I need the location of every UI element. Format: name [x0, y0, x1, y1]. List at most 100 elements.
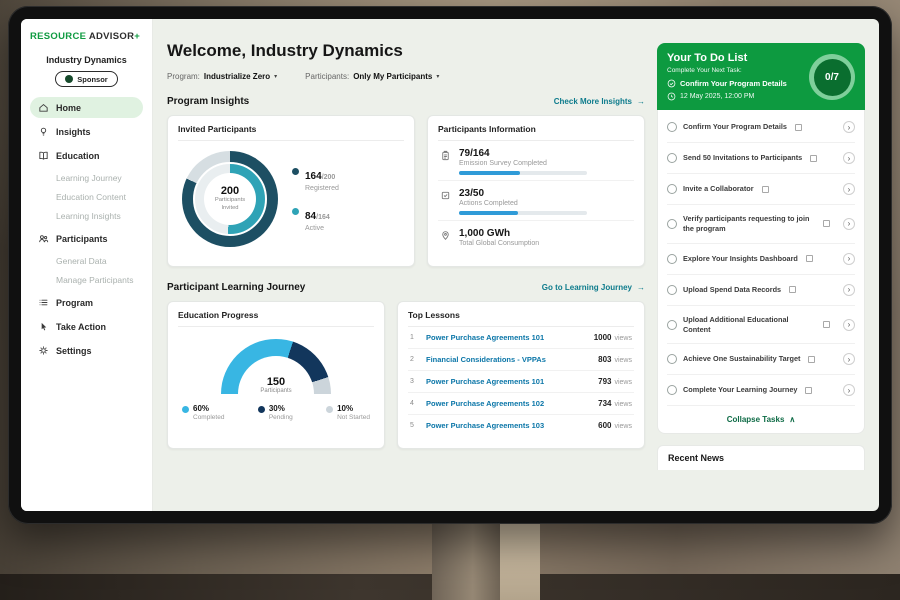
sidebar-item-label: Education	[56, 150, 100, 161]
sidebar-item-insights[interactable]: Insights	[30, 121, 143, 142]
lesson-title-link[interactable]: Power Purchase Agreements 101	[426, 333, 545, 342]
dashboard-screen: RESOURCE ADVISOR+ Industry Dynamics Spon…	[21, 19, 879, 511]
chevron-right-icon[interactable]: ›	[843, 217, 855, 230]
chevron-down-icon: ▾	[436, 74, 440, 80]
learning-journey-header: Participant Learning Journey Go to Learn…	[167, 282, 645, 293]
task-label: Upload Additional Educational Content	[683, 314, 789, 334]
sidebar-item-label: Home	[56, 102, 82, 113]
legend-label: Registered	[305, 185, 339, 192]
gauge-label: Participants	[260, 388, 292, 394]
sidebar-item-manage-participants[interactable]: Manage Participants	[30, 271, 143, 289]
lesson-title-link[interactable]: Power Purchase Agreements 103	[426, 421, 545, 430]
todo-item[interactable]: Upload Additional Educational Content ›	[667, 306, 855, 345]
sidebar-item-general-data[interactable]: General Data	[30, 252, 143, 270]
sidebar-subitem-label: Education Content	[56, 192, 126, 202]
survey-progress-fill	[459, 171, 521, 175]
book-icon	[39, 151, 48, 160]
logo-text-resource: RESOURCE	[30, 31, 87, 42]
education-progress-gauge: 150 Participants	[221, 339, 331, 394]
todo-due-date: 12 May 2025, 12:00 PM	[667, 92, 787, 101]
sponsor-badge[interactable]: Sponsor	[55, 71, 118, 87]
task-checkbox[interactable]	[667, 284, 677, 295]
chevron-right-icon[interactable]: ›	[843, 183, 855, 195]
chevron-right-icon[interactable]: ›	[843, 252, 855, 265]
views-count: 793	[598, 377, 612, 386]
check-more-insights-link[interactable]: Check More Insights →	[554, 97, 645, 106]
lesson-row[interactable]: 4 Power Purchase Agreements 102 734 views	[408, 393, 634, 415]
due-date-label: 12 May 2025, 12:00 PM	[680, 93, 755, 100]
lesson-row[interactable]: 3 Power Purchase Agreements 101 793 views	[408, 371, 634, 393]
chevron-right-icon[interactable]: ›	[843, 152, 855, 164]
program-insights-header: Program Insights Check More Insights →	[167, 96, 645, 107]
task-checkbox[interactable]	[667, 184, 677, 194]
task-checkbox[interactable]	[667, 385, 677, 396]
task-label: Upload Spend Data Records	[683, 284, 782, 294]
sidebar-item-label: Insights	[56, 126, 91, 137]
lesson-title-link[interactable]: Power Purchase Agreements 102	[426, 399, 545, 408]
legend-item-pending: 30% Pending	[257, 404, 293, 421]
task-checkbox[interactable]	[667, 319, 677, 330]
task-checkbox[interactable]	[667, 122, 677, 132]
lesson-title-link[interactable]: Financial Considerations - VPPAs	[426, 355, 546, 364]
task-label: Invite a Collaborator	[683, 184, 754, 194]
next-task-label: Confirm Your Program Details	[680, 79, 787, 88]
todo-item[interactable]: Achieve One Sustainability Target ›	[667, 344, 855, 376]
participants-filter[interactable]: Participants: Only My Participants ▾	[305, 72, 439, 81]
todo-item[interactable]: Complete Your Learning Journey ›	[667, 375, 855, 407]
task-detail-icon	[823, 321, 830, 329]
monitor-bezel: RESOURCE ADVISOR+ Industry Dynamics Spon…	[8, 6, 892, 524]
lesson-title-link[interactable]: Power Purchase Agreements 101	[426, 377, 545, 386]
sidebar-subitem-label: Learning Journey	[56, 173, 122, 183]
insights-cards-row: Invited Participants 200 Participants In…	[167, 115, 645, 267]
recent-news-title: Recent News	[668, 453, 725, 464]
sidebar-item-program[interactable]: Program	[30, 292, 143, 313]
sidebar-item-home[interactable]: Home	[30, 97, 143, 118]
todo-item[interactable]: Confirm Your Program Details ›	[667, 112, 855, 143]
task-label: Send 50 Invitations to Participants	[683, 153, 803, 163]
go-to-learning-journey-link[interactable]: Go to Learning Journey →	[542, 283, 645, 292]
task-checkbox[interactable]	[667, 253, 677, 264]
task-checkbox[interactable]	[667, 354, 677, 365]
chevron-right-icon[interactable]: ›	[843, 121, 855, 133]
sidebar-item-learning-journey[interactable]: Learning Journey	[30, 169, 143, 187]
sidebar-item-learning-insights[interactable]: Learning Insights	[30, 207, 143, 225]
sidebar-item-participants[interactable]: Participants	[30, 228, 143, 249]
lesson-row[interactable]: 2 Financial Considerations - VPPAs 803 vi…	[408, 349, 634, 371]
chevron-right-icon[interactable]: ›	[843, 384, 855, 397]
lesson-rank: 3	[410, 378, 414, 385]
participants-information-card: Participants Information 79/164 Emission…	[427, 115, 645, 267]
todo-item[interactable]: Invite a Collaborator ›	[667, 174, 855, 205]
card-title: Education Progress	[178, 310, 374, 327]
participants-filter-value: Only My Participants	[353, 72, 433, 81]
program-filter-value: Industrialize Zero	[203, 72, 271, 81]
task-checkbox[interactable]	[667, 218, 677, 229]
lesson-rank: 1	[410, 334, 414, 341]
org-name: Industry Dynamics	[46, 55, 127, 65]
arrow-right-icon: →	[637, 283, 645, 292]
collapse-tasks-link[interactable]: Collapse Tasks ∧	[667, 406, 855, 428]
todo-item[interactable]: Explore Your Insights Dashboard ›	[667, 244, 855, 275]
actions-progress-fill	[459, 211, 518, 215]
chevron-right-icon[interactable]: ›	[843, 318, 855, 331]
sidebar: RESOURCE ADVISOR+ Industry Dynamics Spon…	[21, 19, 153, 511]
sidebar-item-take-action[interactable]: Take Action	[30, 316, 143, 337]
program-filter[interactable]: Program: Industrialize Zero ▾	[167, 72, 277, 81]
participants-filter-label: Participants:	[305, 72, 350, 81]
todo-item[interactable]: Verify participants requesting to join t…	[667, 205, 855, 244]
sidebar-item-education-content[interactable]: Education Content	[30, 188, 143, 206]
task-checkbox[interactable]	[667, 153, 677, 163]
todo-item[interactable]: Upload Spend Data Records ›	[667, 275, 855, 306]
section-title-program-insights: Program Insights	[167, 96, 250, 107]
views-count: 1000	[593, 333, 612, 342]
chevron-right-icon[interactable]: ›	[843, 353, 855, 366]
todo-item[interactable]: Send 50 Invitations to Participants ›	[667, 143, 855, 174]
lesson-row[interactable]: 5 Power Purchase Agreements 103 600 views	[408, 415, 634, 436]
sidebar-item-settings[interactable]: Settings	[30, 340, 143, 361]
todo-header: Your To Do List Complete Your Next Task:…	[657, 43, 865, 110]
chevron-right-icon[interactable]: ›	[843, 283, 855, 296]
legend-value: 10%	[337, 404, 354, 413]
lesson-row[interactable]: 1 Power Purchase Agreements 101 1000 view…	[408, 327, 634, 349]
task-detail-icon	[805, 255, 813, 263]
sidebar-item-education[interactable]: Education	[30, 145, 143, 166]
